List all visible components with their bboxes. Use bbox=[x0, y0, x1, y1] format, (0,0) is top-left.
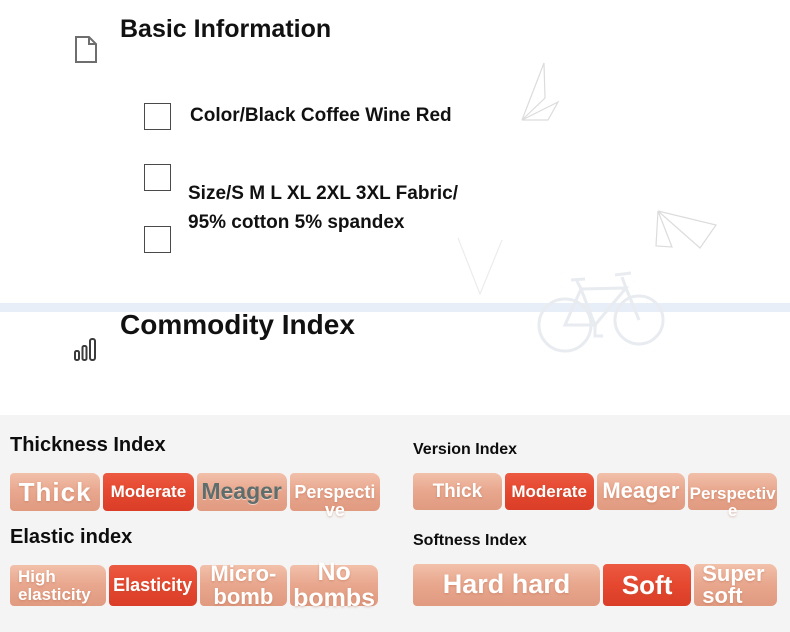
elastic-index-bar: High elasticity Elasticity Micro-bomb No… bbox=[10, 559, 378, 610]
index-segment: Hard hard bbox=[413, 564, 600, 606]
document-icon bbox=[72, 35, 100, 70]
index-segment-active: Soft bbox=[602, 564, 692, 606]
softness-index-bar: Hard hard Soft Super soft bbox=[413, 562, 777, 607]
paper-plane-icon bbox=[512, 58, 564, 131]
section-divider bbox=[0, 303, 790, 312]
checkbox bbox=[144, 226, 171, 253]
index-segment: Super soft bbox=[694, 562, 777, 607]
size-fabric-text: Size/S M L XL 2XL 3XL Fabric/ 95% cotton… bbox=[188, 179, 568, 237]
index-segment: Thick bbox=[10, 473, 101, 511]
size-fabric-line2: 95% cotton 5% spandex bbox=[188, 212, 405, 233]
index-segment: Meager bbox=[196, 473, 287, 511]
checkbox bbox=[144, 103, 171, 130]
index-segment: Perspective bbox=[289, 473, 380, 520]
softness-index-heading: Softness Index bbox=[413, 532, 527, 549]
index-segment: High elasticity bbox=[10, 565, 106, 606]
thickness-index-heading: Thickness Index bbox=[10, 434, 166, 456]
index-segment: Perspective bbox=[688, 473, 777, 519]
version-index-heading: Version Index bbox=[413, 441, 518, 458]
elastic-index-heading: Elastic index bbox=[10, 526, 133, 548]
commodity-index-title: Commodity Index bbox=[120, 309, 355, 340]
version-index-bar: Thick Moderate Meager Perspective bbox=[413, 473, 777, 519]
index-segment: No bombs bbox=[290, 559, 378, 610]
index-segment: Meager bbox=[596, 473, 686, 510]
bar-chart-icon bbox=[73, 337, 97, 368]
index-segment-active: Moderate bbox=[504, 473, 594, 510]
checkbox bbox=[144, 164, 171, 191]
size-fabric-line1: Size/S M L XL 2XL 3XL Fabric/ bbox=[188, 183, 458, 204]
index-segment-active: Elasticity bbox=[108, 565, 197, 606]
paper-plane-icon bbox=[650, 202, 720, 259]
color-options-text: Color/Black Coffee Wine Red bbox=[190, 105, 452, 126]
thickness-index-bar: Thick Moderate Meager Perspective bbox=[10, 473, 380, 520]
check-v-outline bbox=[450, 230, 510, 305]
index-segment-active: Moderate bbox=[103, 473, 194, 511]
index-segment: Micro-bomb bbox=[199, 562, 288, 607]
index-segment: Thick bbox=[413, 473, 502, 510]
basic-information-title: Basic Information bbox=[120, 15, 332, 43]
